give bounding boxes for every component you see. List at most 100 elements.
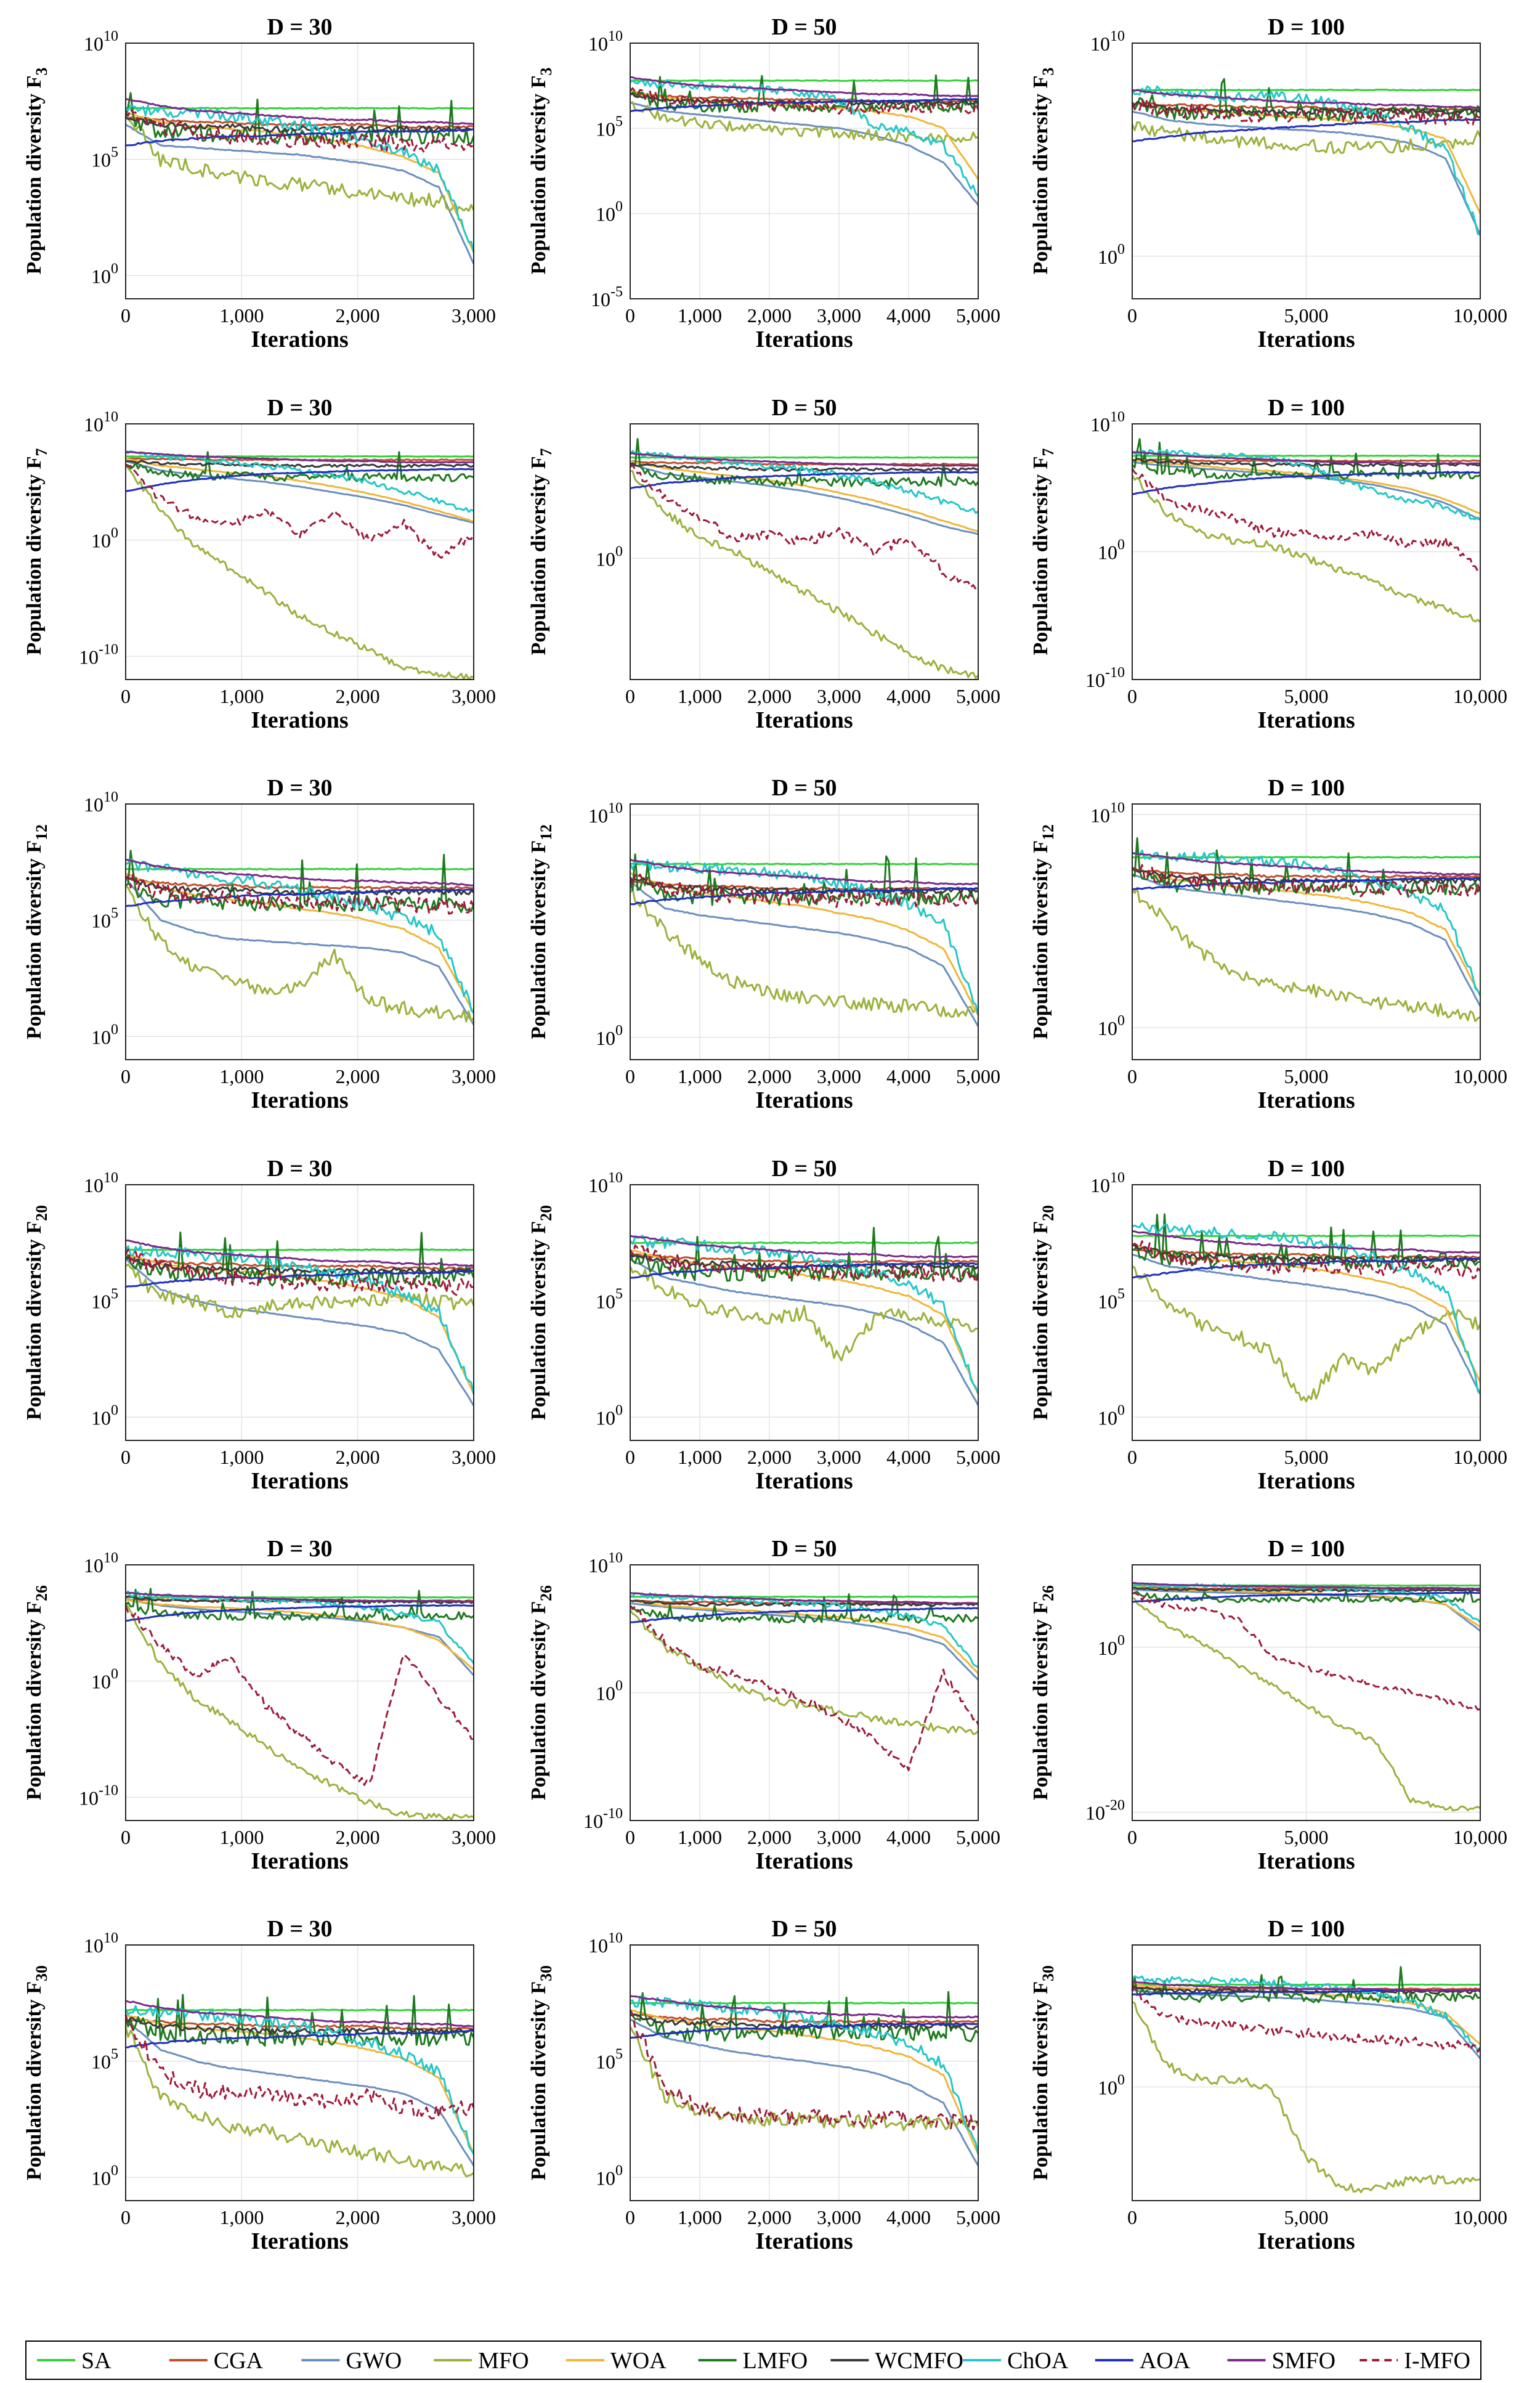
y-axis-label: Population diversity F26 (23, 1585, 51, 1800)
axes-frame (630, 1944, 979, 2201)
series-line-mfo (630, 469, 979, 680)
x-tick-label: 5,000 (1284, 2206, 1329, 2228)
y-axis-label: Population diversity F3 (1029, 67, 1057, 274)
x-tick-label: 2,000 (747, 2206, 792, 2228)
series-line-choa (124, 2005, 475, 2155)
series-line-choa (1132, 1222, 1481, 1395)
y-tick-label: 10-20 (1085, 1798, 1125, 1824)
plot-area (630, 424, 978, 680)
series-line-i-mfo (125, 463, 475, 559)
legend-item-sa: SA (37, 2348, 111, 2374)
series-line-sa (630, 79, 979, 82)
x-tick-label: 0 (121, 1826, 131, 1848)
legend-label: LMFO (743, 2348, 808, 2374)
y-tick-label: 100 (1098, 1633, 1125, 1659)
series-line-smfo (125, 450, 474, 464)
series-line-i-mfo (629, 1244, 979, 1283)
x-axis-label: Iterations (755, 1848, 853, 1874)
x-tick-label: 5,000 (956, 304, 1000, 327)
axes-frame (125, 43, 474, 299)
series-line-lmfo (125, 451, 474, 482)
series-line-sa (1132, 88, 1480, 92)
series-line-mfo (124, 112, 475, 214)
x-tick-label: 0 (121, 304, 131, 327)
series-line-sa (125, 1248, 474, 1251)
axes-frame (630, 1564, 979, 1821)
plot-area (126, 43, 474, 299)
series-line-choa (629, 859, 979, 1016)
series-line-wcmfo (1132, 867, 1481, 885)
series-line-i-mfo (1131, 468, 1481, 572)
series-line-mfo (125, 1604, 474, 1821)
series-line-choa (125, 104, 475, 253)
series-line-i-mfo (124, 2014, 475, 2120)
x-axis-label: Iterations (755, 2228, 853, 2254)
x-tick-label: 5,000 (1284, 1065, 1329, 1087)
series-line-smfo (1132, 852, 1481, 876)
x-tick-label: 10,000 (1453, 2206, 1507, 2228)
legend-items: SA CGA GWO MFO WOA LMFO WCMFO ChOA AOA SMFO I-MFO (37, 2348, 1470, 2374)
x-tick-label: 5,000 (956, 1446, 1000, 1468)
y-axis-label: Population diversity F26 (1029, 1585, 1057, 1800)
x-tick-label: 2,000 (336, 1446, 380, 1468)
series-line-i-mfo (630, 464, 979, 593)
series-line-choa (629, 1235, 979, 1395)
axes-frame (630, 423, 979, 680)
x-tick-label: 5,000 (956, 1065, 1000, 1087)
x-tick-label: 2,000 (336, 1065, 380, 1087)
series-line-smfo (630, 1235, 979, 1259)
axes-frame (630, 803, 979, 1060)
series-line-wcmfo (125, 460, 474, 468)
x-tick-label: 0 (121, 685, 131, 707)
subplot: 100 0 1,000 2,000 3,000 4,000 5,000 D = 50 Itera… (527, 395, 1000, 733)
series-line-mfo (629, 1609, 979, 1735)
series-line-smfo (630, 1592, 979, 1605)
series-line-wcmfo (1132, 1985, 1481, 1995)
series-line-aoa (125, 128, 474, 147)
x-tick-label: 4,000 (886, 1065, 931, 1087)
series-line-woa (125, 458, 474, 522)
series-line-smfo (630, 452, 979, 467)
legend-item-smfo: SMFO (1227, 2348, 1336, 2374)
series-line-smfo (125, 1591, 474, 1603)
x-tick-label: 2,000 (747, 304, 792, 327)
x-tick-label: 3,000 (817, 1826, 861, 1848)
x-tick-label: 0 (1127, 304, 1137, 327)
subplot-title: D = 30 (267, 1536, 332, 1562)
series-line-aoa (1132, 118, 1481, 142)
series-line-aoa (1132, 471, 1481, 495)
x-tick-label: 1,000 (678, 1826, 722, 1848)
series-line-mfo (1132, 1597, 1481, 1812)
plot-area (630, 804, 978, 1060)
y-tick-label: 100 (596, 2162, 623, 2189)
x-tick-label: 5,000 (1284, 1826, 1329, 1848)
y-tick-label: 1010 (84, 1550, 118, 1577)
x-tick-label: 5,000 (1284, 304, 1329, 327)
subplot: 100 0 5,000 10,000 D = 100 Iterations Populati… (1029, 1916, 1507, 2254)
y-axis-label: Population diversity F30 (527, 1965, 555, 2180)
y-tick-label: 105 (596, 2047, 623, 2073)
legend-label: SMFO (1272, 2348, 1336, 2374)
x-tick-label: 5,000 (956, 2206, 1000, 2228)
x-axis-label: Iterations (1257, 1848, 1355, 1874)
series-line-i-mfo (124, 108, 474, 153)
legend-label: GWO (346, 2348, 402, 2374)
series-line-choa (1131, 85, 1481, 236)
axes-frame (125, 1944, 474, 2201)
x-axis-label: Iterations (1257, 1087, 1355, 1113)
x-tick-label: 3,000 (452, 685, 496, 707)
plot-area (126, 424, 474, 680)
series-line-aoa (630, 2022, 979, 2039)
subplot-title: D = 30 (267, 14, 332, 40)
series-line-i-mfo (629, 87, 979, 115)
x-tick-label: 5,000 (956, 685, 1000, 707)
series-line-smfo (126, 1240, 474, 1267)
x-axis-label: Iterations (1257, 707, 1355, 733)
series-line-i-mfo (1131, 1986, 1481, 2053)
series-line-aoa (630, 887, 979, 906)
series-line-i-mfo (124, 1605, 474, 1786)
x-tick-label: 3,000 (452, 1446, 496, 1468)
